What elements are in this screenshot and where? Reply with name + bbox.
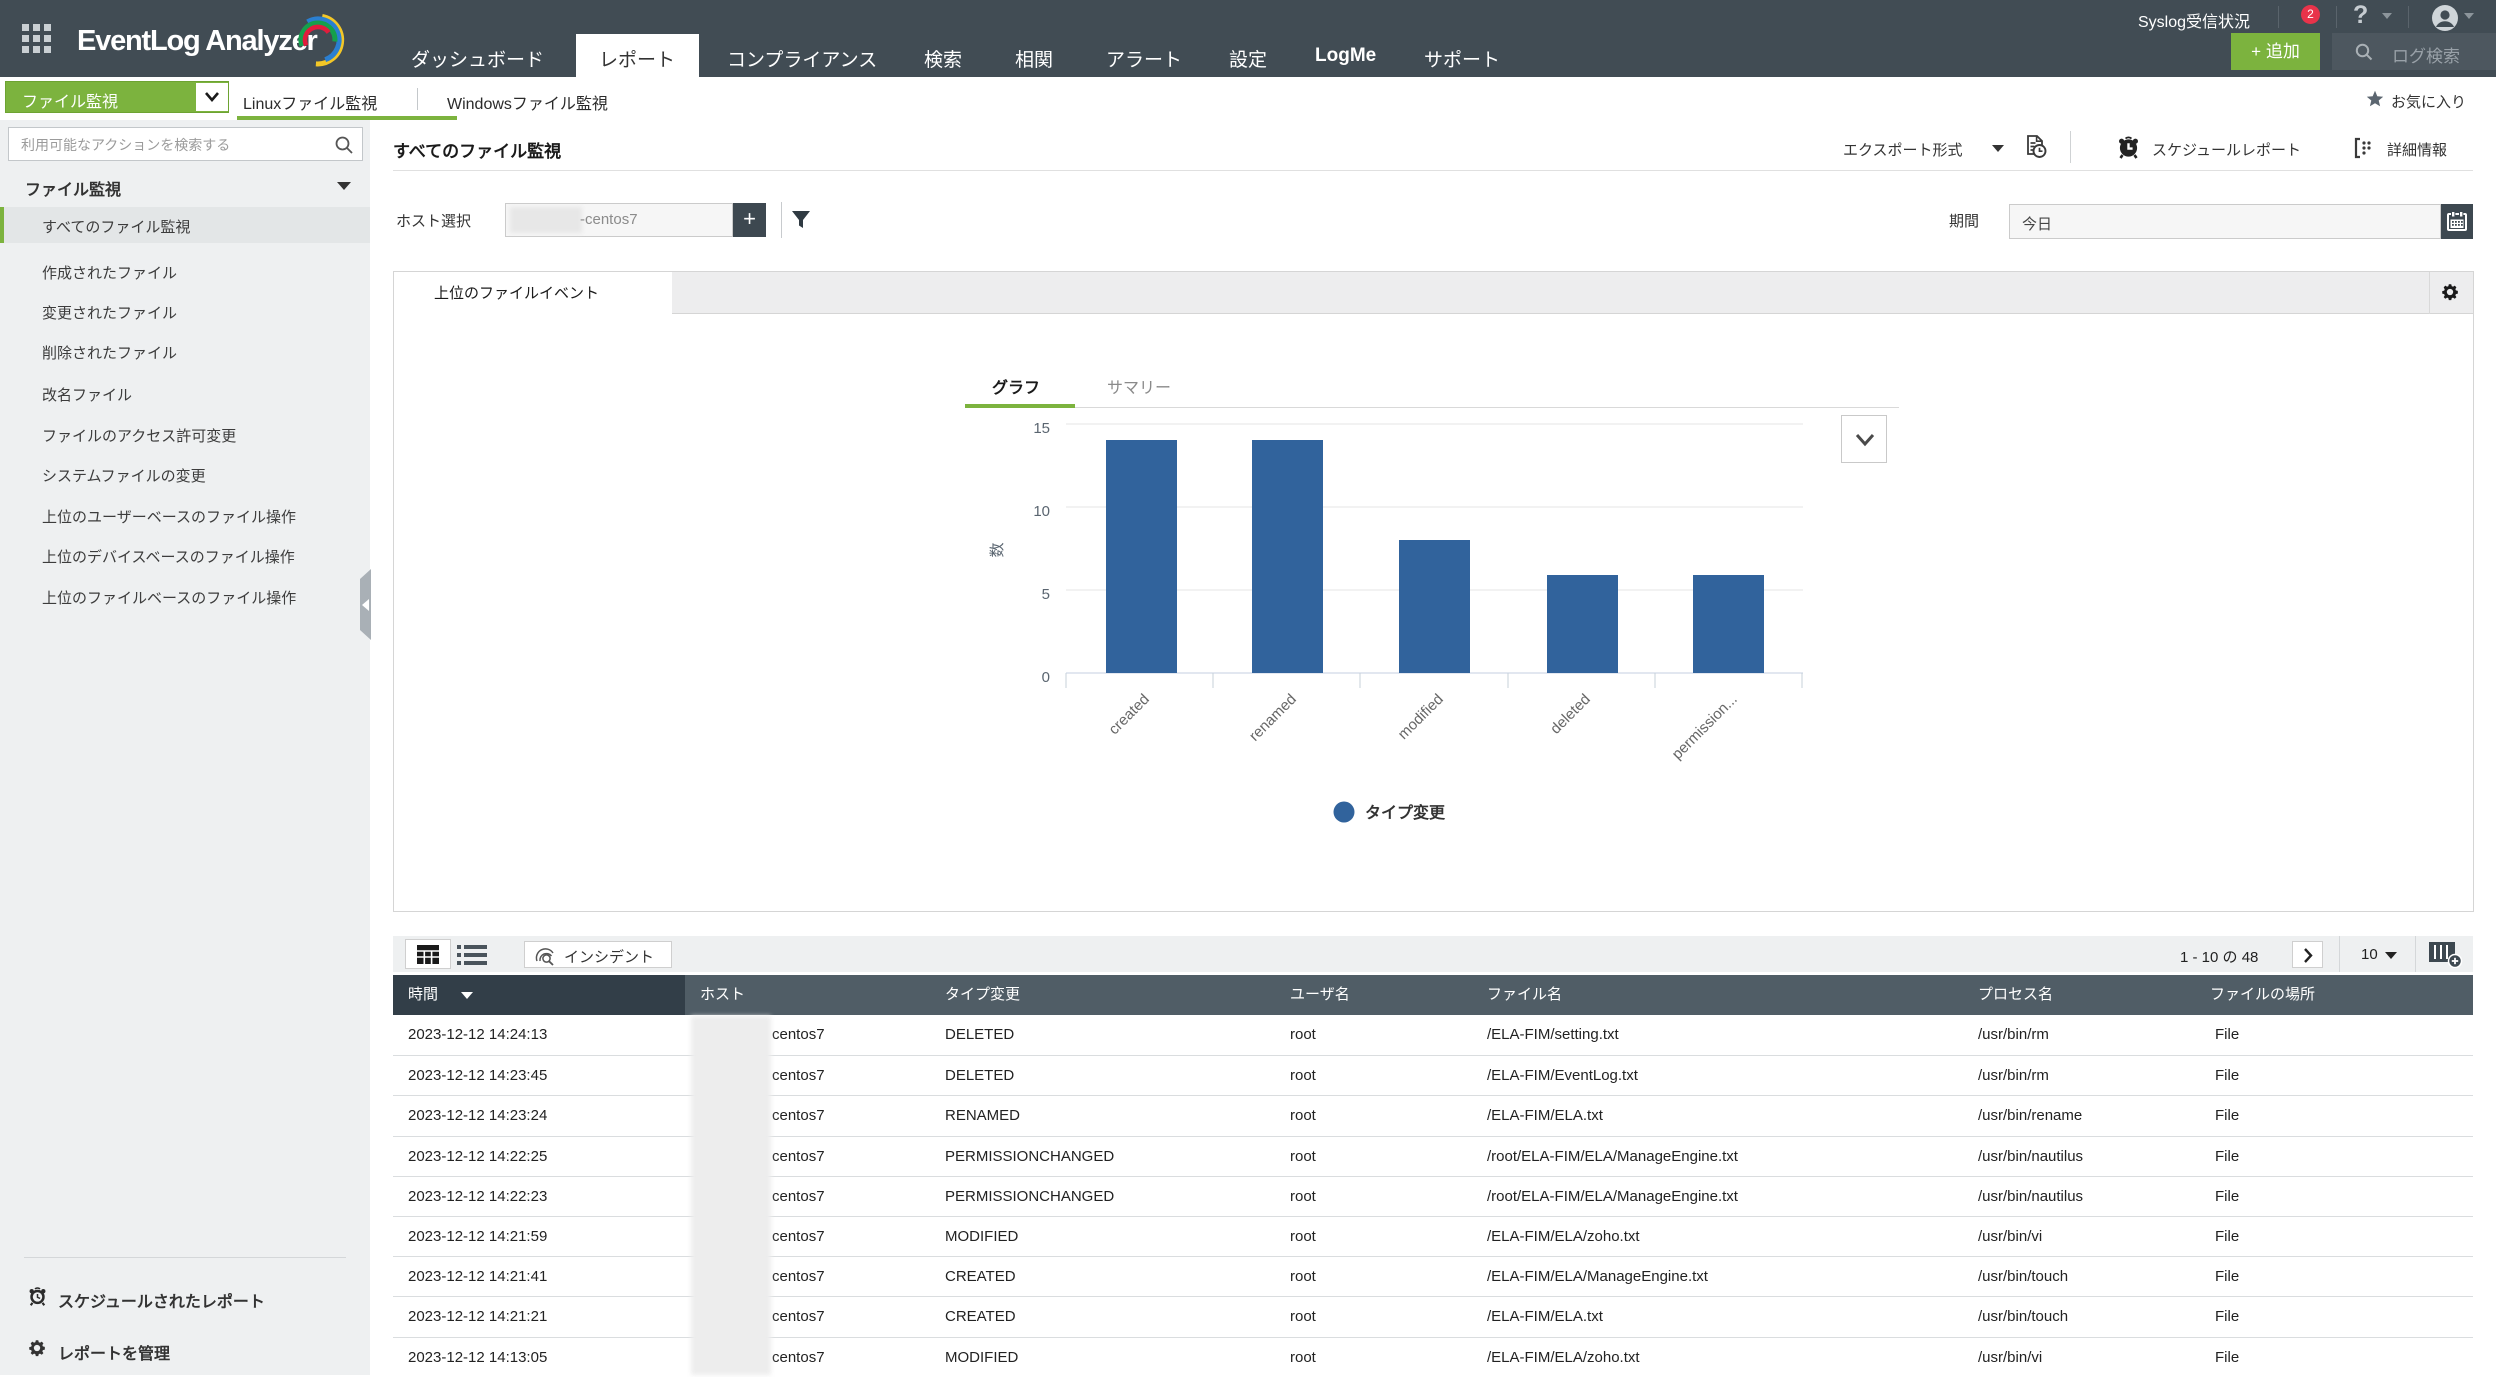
svg-text:数: 数	[989, 542, 1006, 557]
svg-text:0: 0	[1042, 669, 1050, 686]
svg-text:5: 5	[1042, 586, 1050, 603]
svg-text:created: created	[1105, 691, 1152, 738]
svg-text:permission...: permission...	[1669, 691, 1741, 763]
svg-text:15: 15	[1033, 420, 1050, 437]
svg-text:タイプ変更: タイプ変更	[1365, 803, 1446, 822]
svg-text:deleted: deleted	[1547, 691, 1594, 738]
svg-text:modified: modified	[1395, 691, 1447, 743]
svg-text:renamed: renamed	[1246, 691, 1300, 745]
svg-text:10: 10	[1033, 503, 1050, 520]
